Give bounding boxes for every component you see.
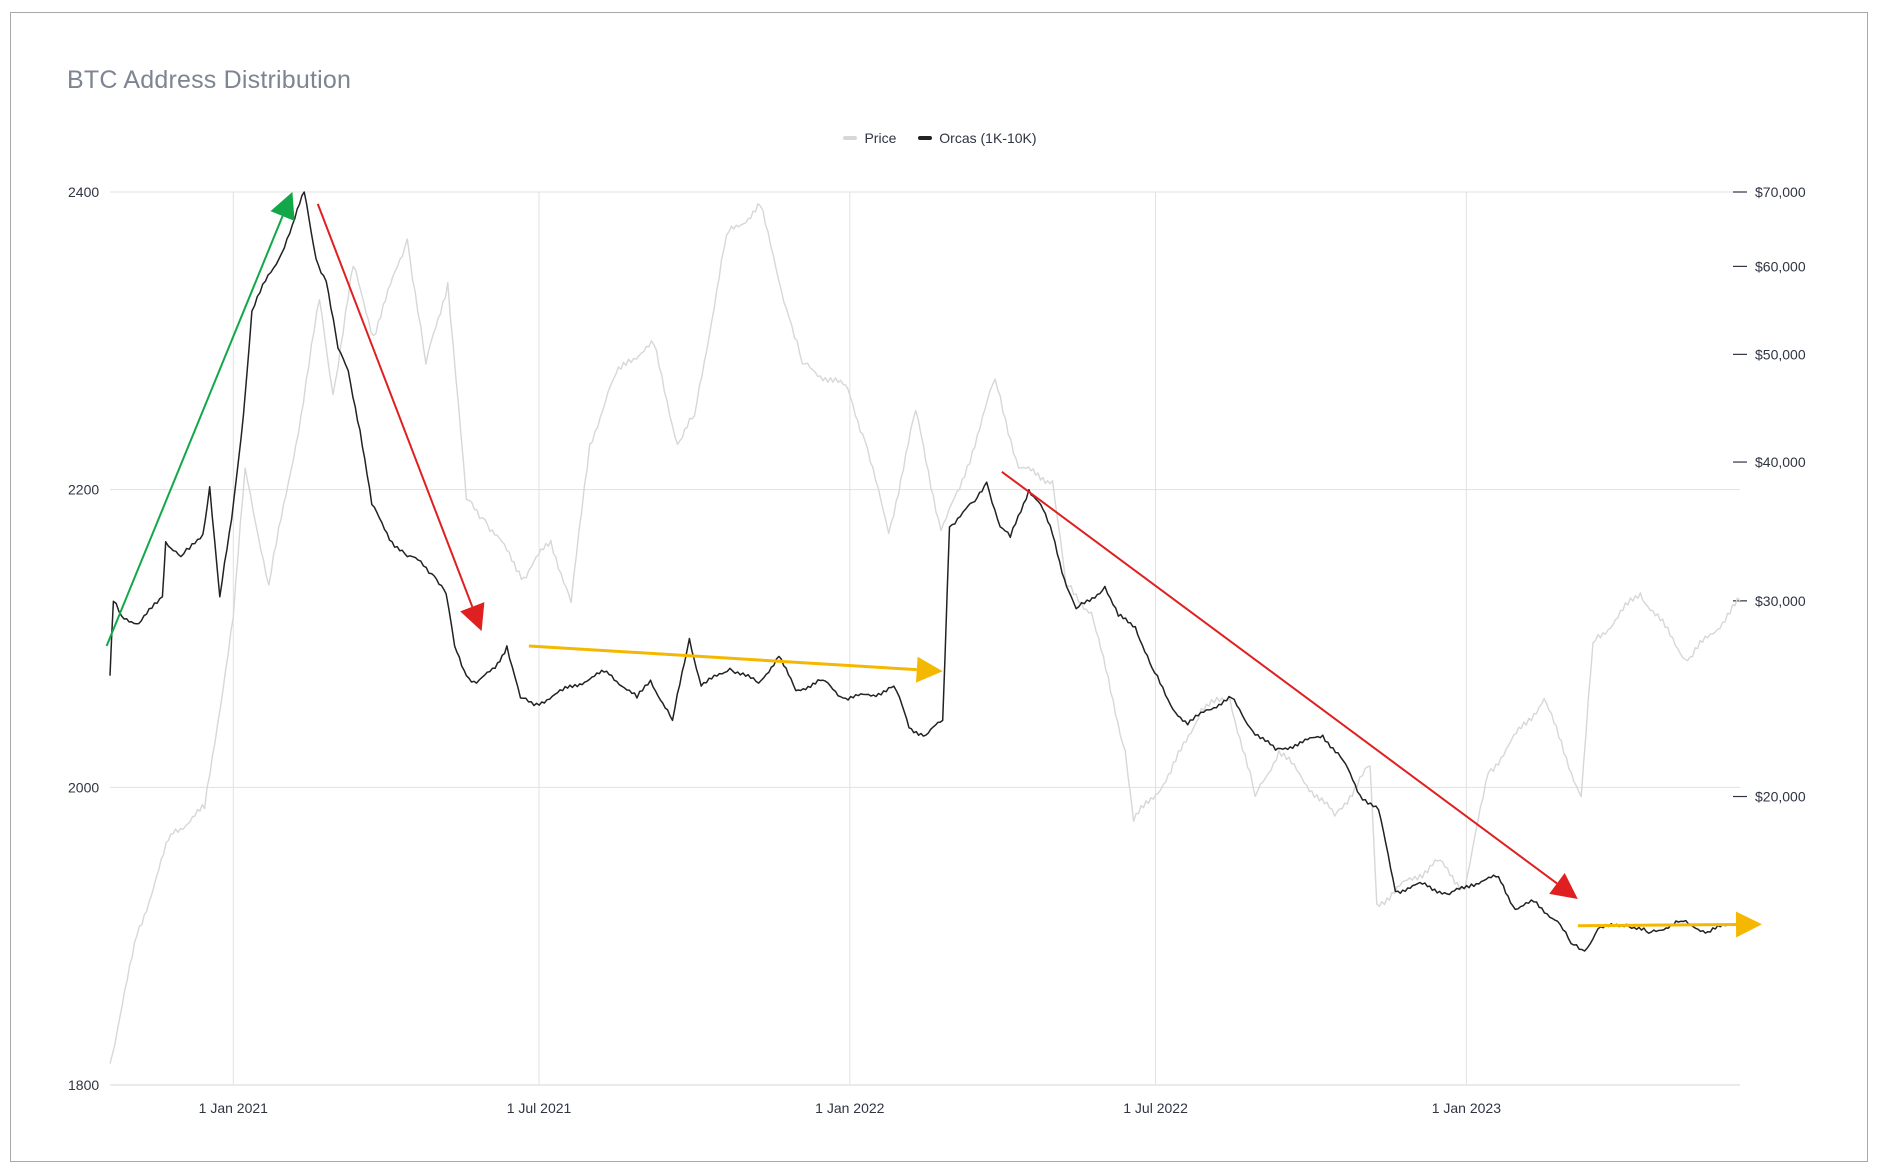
y-right-tick-label: $30,000 — [1755, 593, 1806, 609]
legend-item-orcas[interactable]: Orcas (1K-10K) — [918, 130, 1037, 146]
x-tick-label: 1 Jan 2021 — [199, 1100, 268, 1116]
y-left-tick-label: 1800 — [68, 1077, 99, 1093]
chart-title: BTC Address Distribution — [67, 66, 352, 94]
trend-arrow-head — [270, 192, 295, 221]
x-tick-label: 1 Jan 2022 — [815, 1100, 884, 1116]
trend-arrow-line — [1577, 922, 1736, 928]
y-right-tick-label: $50,000 — [1755, 346, 1806, 362]
legend-label-orcas: Orcas (1K-10K) — [939, 130, 1037, 146]
y-left-tick-label: 2200 — [68, 482, 99, 498]
y-right-tick-label: $40,000 — [1755, 454, 1806, 470]
x-tick-label: 1 Jan 2023 — [1432, 1100, 1501, 1116]
trend-arrow-head — [1735, 911, 1762, 938]
trend-arrow-head — [460, 602, 485, 632]
y-right-tick-label: $20,000 — [1755, 789, 1806, 805]
legend-swatch-price — [843, 136, 858, 141]
y-right-tick-label: $60,000 — [1755, 258, 1806, 274]
trend-arrow-head — [1549, 873, 1578, 899]
annotation-layer — [105, 192, 1762, 938]
trend-arrow-head — [916, 656, 943, 683]
trend-arrow-line — [1001, 471, 1558, 885]
legend: Price Orcas (1K-10K) — [0, 130, 1880, 146]
trend-arrow-line — [105, 215, 284, 647]
grid-layer — [110, 191, 1740, 1086]
orcas-line — [109, 191, 1741, 952]
y-left-tick-label: 2400 — [68, 184, 99, 200]
y-right-tick-label: $70,000 — [1755, 184, 1806, 200]
x-tick-label: 1 Jul 2022 — [1123, 1100, 1188, 1116]
legend-swatch-orcas — [918, 136, 933, 141]
trend-arrow-line — [528, 644, 917, 672]
x-tick-label: 1 Jul 2021 — [507, 1100, 572, 1116]
legend-item-price[interactable]: Price — [843, 130, 896, 146]
axis-layer: 1800 2000 2200 2400 1 Jan 2021 1 Jul 2021 1 Ja… — [68, 184, 1806, 1116]
series-layer — [109, 191, 1741, 1064]
trend-arrow-line — [316, 203, 474, 608]
price-line — [109, 203, 1741, 1064]
chart-frame — [10, 12, 1868, 1162]
y-left-tick-label: 2000 — [68, 779, 99, 795]
legend-label-price: Price — [864, 130, 897, 146]
